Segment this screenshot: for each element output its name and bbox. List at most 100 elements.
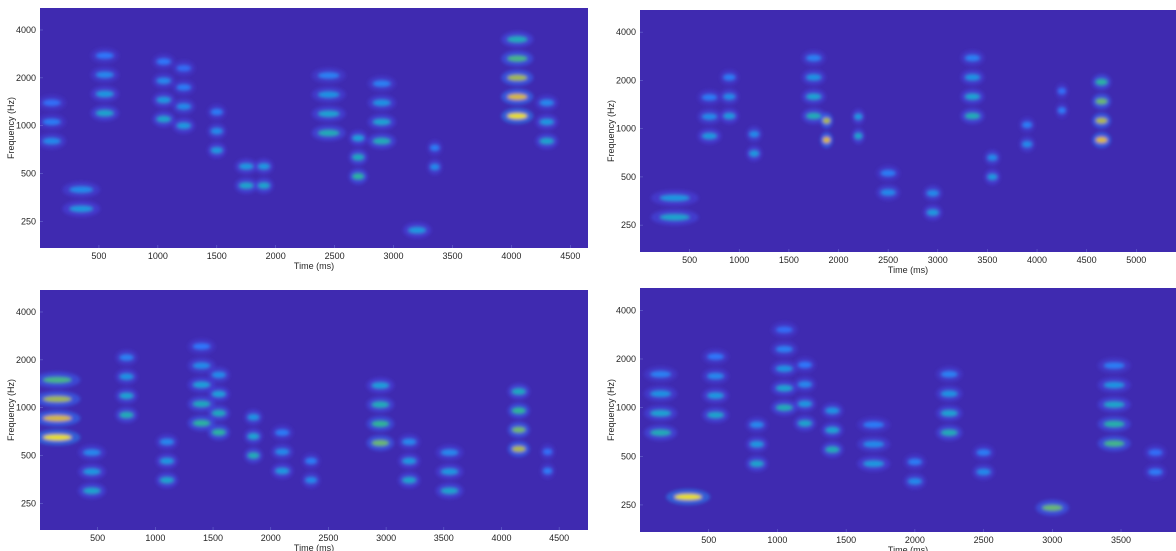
x-tick-label: 2000	[266, 251, 286, 261]
harmonic-band	[156, 77, 171, 84]
harmonic-band	[42, 118, 61, 126]
harmonic-band	[707, 372, 724, 380]
x-tick-label: 1000	[145, 533, 165, 543]
harmonic-band	[275, 467, 290, 475]
harmonic-band	[798, 381, 812, 388]
x-tick-label: 3500	[434, 533, 454, 543]
harmonic-band	[210, 108, 223, 116]
harmonic-band	[507, 55, 528, 62]
harmonic-band	[119, 354, 134, 361]
harmonic-band	[430, 144, 440, 151]
harmonic-band	[702, 113, 717, 120]
harmonic-band	[156, 115, 171, 123]
harmonic-band	[305, 457, 317, 465]
x-tick-label: 3000	[376, 533, 396, 543]
harmonic-band	[371, 382, 389, 389]
harmonic-band	[247, 413, 260, 421]
harmonic-band	[352, 153, 365, 161]
harmonic-band	[659, 214, 690, 221]
harmonic-band	[430, 163, 440, 171]
harmonic-band	[1103, 401, 1125, 408]
harmonic-band	[507, 36, 528, 43]
harmonic-band	[940, 390, 958, 397]
harmonic-band	[210, 127, 223, 135]
harmonic-band	[1103, 381, 1125, 389]
harmonic-band	[275, 448, 290, 455]
harmonic-band	[372, 137, 391, 145]
harmonic-band	[511, 407, 526, 414]
harmonic-band	[1103, 440, 1125, 447]
x-tick-label: 5000	[1126, 255, 1146, 265]
harmonic-band	[940, 371, 958, 378]
x-tick-label: 2500	[974, 535, 994, 545]
harmonic-band	[372, 80, 391, 87]
x-tick-label: 500	[91, 251, 106, 261]
harmonic-band	[926, 189, 939, 197]
harmonic-band	[402, 438, 417, 446]
spectrogram-svg: 500 1000 1500 2000 2500 3000 3500 4000 4500 250 50…	[6, 8, 588, 271]
harmonic-band	[440, 468, 459, 475]
x-tick-label: 3500	[1111, 535, 1131, 545]
harmonic-band	[707, 392, 724, 399]
spectrogram-svg: 500 1000 1500 2000 2500 3000 3500 4000 4500 5000 2…	[606, 10, 1176, 275]
harmonic-band	[507, 74, 528, 81]
harmonic-band	[776, 404, 793, 411]
harmonic-band	[318, 72, 340, 79]
harmonic-band	[543, 448, 553, 455]
y-axis-label: Frequency (Hz)	[6, 379, 16, 441]
harmonic-band	[159, 457, 174, 465]
x-tick-label: 4500	[560, 251, 580, 261]
harmonic-band	[723, 74, 736, 81]
y-tick-label: 1000	[16, 403, 36, 413]
harmonic-band	[42, 376, 72, 384]
harmonic-band	[806, 112, 822, 120]
harmonic-band	[822, 117, 831, 124]
y-tick-label: 4000	[16, 25, 36, 35]
harmonic-band	[806, 74, 822, 81]
harmonic-band	[880, 169, 896, 177]
harmonic-band	[965, 112, 980, 120]
harmonic-band	[854, 132, 863, 140]
y-tick-label: 500	[621, 451, 636, 461]
harmonic-band	[825, 426, 840, 434]
harmonic-band	[440, 449, 459, 456]
x-tick-label: 500	[90, 533, 105, 543]
spectrogram-panel-top-left: 500 1000 1500 2000 2500 3000 3500 4000 4500 250 50…	[0, 0, 590, 272]
harmonic-band	[239, 163, 254, 170]
harmonic-band	[825, 446, 840, 453]
harmonic-band	[749, 440, 764, 448]
harmonic-band	[507, 93, 528, 101]
y-tick-label: 1000	[616, 124, 636, 134]
harmonic-band	[965, 54, 980, 62]
y-tick-label: 2000	[616, 354, 636, 364]
harmonic-band	[539, 137, 554, 145]
harmonic-band	[258, 182, 270, 189]
harmonic-band	[707, 411, 724, 419]
harmonic-band	[176, 64, 191, 72]
harmonic-band	[69, 205, 94, 212]
x-tick-label: 1500	[836, 535, 856, 545]
harmonic-band	[539, 99, 554, 106]
spectrogram-background	[640, 10, 1176, 252]
harmonic-band	[965, 93, 980, 100]
harmonic-band	[1095, 136, 1108, 144]
x-tick-label: 2500	[318, 533, 338, 543]
harmonic-band	[1022, 121, 1033, 129]
x-axis-label: Time (ms)	[888, 265, 928, 275]
y-tick-label: 4000	[616, 305, 636, 315]
harmonic-band	[908, 478, 922, 485]
spectrogram-energy-layer	[40, 338, 556, 499]
harmonic-band	[95, 52, 114, 59]
harmonic-band	[258, 163, 270, 170]
harmonic-band	[119, 373, 134, 380]
harmonic-band	[776, 365, 793, 372]
y-tick-label: 2000	[16, 73, 36, 83]
harmonic-band	[247, 433, 260, 440]
harmonic-band	[352, 173, 365, 180]
harmonic-band	[318, 129, 340, 137]
x-tick-label: 3000	[1042, 535, 1062, 545]
y-axis-label: Frequency (Hz)	[6, 97, 16, 159]
y-tick-label: 500	[21, 451, 36, 461]
spectrogram-panel-bottom-left: 500 1000 1500 2000 2500 3000 3500 4000 4500 250 50…	[0, 282, 590, 551]
spectrogram-energy-layer	[650, 49, 1112, 226]
